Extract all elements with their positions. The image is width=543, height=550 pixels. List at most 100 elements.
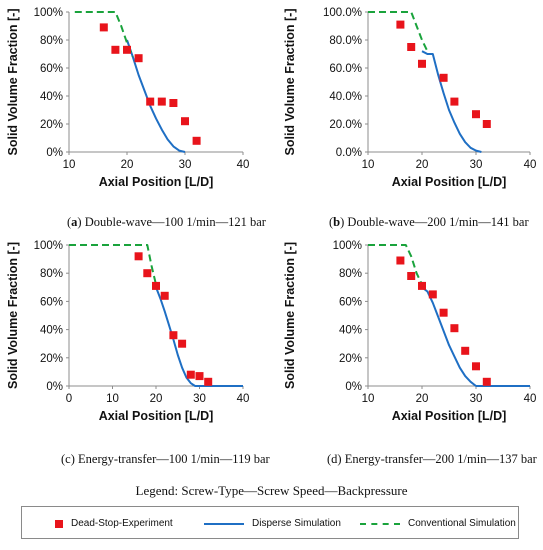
chart-b-y-axis-title: Solid Volume Fraction [-]	[283, 9, 297, 156]
chart-a-y-tick-label: 0%	[46, 147, 63, 159]
chart-c-dead-stop-point	[169, 331, 178, 340]
chart-d-y-tick-label: 60%	[339, 296, 362, 308]
chart-a-dead-stop-point	[169, 99, 178, 107]
chart-a-dead-stop-point	[111, 45, 120, 54]
legend-dashed-line	[360, 522, 400, 525]
caption-a-letter: a	[71, 215, 78, 229]
legend-item-disperse: Disperse Simulation	[204, 507, 341, 540]
chart-c-dead-stop-point	[134, 252, 143, 261]
chart-b-x-tick-label: 10	[362, 159, 375, 171]
chart-c-disperse-simulation-line	[155, 286, 243, 387]
chart-d-dead-stop-point	[428, 290, 437, 299]
chart-b-x-tick-label: 20	[416, 159, 429, 171]
legend-item-dead-stop: Dead-Stop-Experiment	[55, 507, 173, 540]
chart-c-y-tick-label: 80%	[40, 268, 63, 280]
legend-title: Legend: Screw-Type—Screw Speed—Backpress…	[135, 483, 408, 498]
chart-c-x-tick-label: 10	[106, 393, 119, 405]
chart-c-dead-stop-point	[160, 291, 169, 300]
chart-c: 0% 20% 40% 60% 80% 100% 0 10 20 30 40 Axial Positio…	[6, 240, 249, 423]
chart-a-x-tick-label: 10	[63, 159, 76, 171]
chart-b-y-tick-label: 60.0%	[329, 63, 362, 75]
chart-a-x-tick-label: 40	[237, 159, 250, 171]
chart-d-x-tick-label: 10	[362, 393, 375, 405]
chart-d-dead-stop-point	[439, 308, 448, 317]
legend-marker-square	[55, 519, 63, 528]
chart-c-y-tick-label: 100%	[34, 240, 63, 252]
chart-c-dead-stop-point	[152, 281, 160, 290]
chart-a-dead-stop-point	[146, 97, 155, 106]
chart-d-dead-stop-point	[482, 377, 491, 386]
chart-c-x-tick-label: 20	[150, 393, 163, 405]
chart-c-y-tick-label: 0%	[46, 381, 63, 393]
chart-a-x-tick-label: 30	[179, 159, 192, 171]
chart-c-x-tick-label: 0	[66, 393, 72, 405]
caption-c: (c) Energy-transfer—100 1/min—119 bar	[61, 452, 270, 466]
chart-a-y-tick-label: 100%	[34, 7, 63, 19]
chart-d-dead-stop-point	[407, 272, 416, 280]
chart-a-dead-stop-point	[134, 54, 143, 63]
chart-d-y-tick-label: 40%	[339, 325, 362, 337]
chart-c-dead-stop-point	[186, 370, 195, 379]
chart-b-dead-stop-point	[407, 43, 416, 51]
chart-c-dead-stop-point	[195, 372, 204, 381]
chart-d-y-tick-label: 0%	[345, 381, 362, 393]
chart-d-conventional-simulation-line	[368, 244, 428, 289]
chart-c-dead-stop-point	[178, 339, 187, 348]
chart-d-x-axis-title: Axial Position [L/D]	[392, 409, 507, 423]
chart-b-dead-stop-point	[472, 110, 480, 119]
chart-c-y-tick-label: 40%	[40, 325, 63, 337]
chart-b-dead-stop-point	[396, 20, 405, 29]
chart-b-x-tick-label: 40	[524, 159, 537, 171]
chart-d-dead-stop-point	[472, 362, 480, 371]
chart-c-y-tick-label: 60%	[40, 296, 63, 308]
chart-c-conventional-simulation-line	[69, 244, 157, 285]
chart-a-y-axis-title: Solid Volume Fraction [-]	[6, 9, 20, 156]
chart-c-x-tick-label: 40	[237, 393, 250, 405]
chart-a-dead-stop-point	[99, 23, 108, 32]
chart-b: 0.0% 20.0% 40.0% 60.0% 80.0% 100.0% 10 20 30 40 Ax…	[283, 7, 536, 189]
chart-a-y-tick-label: 60%	[40, 63, 63, 75]
caption-d: (d) Energy-transfer—200 1/min—137 bar	[327, 452, 537, 466]
caption-a: (a) Double-wave—100 1/min—121 bar	[67, 215, 266, 229]
chart-d-y-axis-title: Solid Volume Fraction [-]	[283, 242, 297, 389]
chart-b-y-tick-label: 20.0%	[329, 119, 362, 131]
chart-d-dead-stop-point	[461, 346, 470, 355]
chart-d-y-tick-label: 80%	[339, 268, 362, 280]
chart-d-x-tick-label: 20	[416, 393, 429, 405]
caption-a-text: Double-wave—100 1/min—121 bar	[84, 215, 266, 229]
chart-d-y-tick-label: 20%	[339, 353, 362, 365]
chart-a-dead-stop-point	[123, 45, 131, 54]
legend-label-disperse: Disperse Simulation	[252, 518, 341, 529]
chart-b-dead-stop-point	[450, 97, 459, 106]
caption-c-letter: c	[65, 452, 71, 466]
chart-b-y-tick-label: 0.0%	[336, 147, 362, 159]
chart-c-y-axis-title: Solid Volume Fraction [-]	[6, 242, 20, 389]
chart-a-y-tick-label: 80%	[40, 35, 63, 47]
legend: Dead-Stop-Experiment Disperse Simulation…	[21, 506, 519, 539]
chart-a-x-tick-label: 20	[121, 159, 134, 171]
caption-c-text: Energy-transfer—100 1/min—119 bar	[78, 452, 270, 466]
chart-d-x-tick-label: 30	[470, 393, 483, 405]
chart-d-x-tick-label: 40	[524, 393, 537, 405]
chart-b-y-tick-label: 80.0%	[329, 35, 362, 47]
chart-d-dead-stop-point	[450, 324, 459, 333]
chart-b-conventional-simulation-line	[368, 11, 429, 52]
chart-d-dead-stop-point	[396, 256, 405, 265]
chart-b-disperse-simulation-line	[421, 50, 482, 153]
chart-c-x-tick-label: 30	[193, 393, 206, 405]
chart-d: 0% 20% 40% 60% 80% 100% 10 20 30 40 Axial Position…	[283, 240, 536, 423]
legend-label-conventional: Conventional Simulation	[408, 518, 516, 529]
chart-c-dead-stop-point	[204, 377, 213, 386]
chart-c-dead-stop-point	[143, 269, 152, 278]
chart-b-y-tick-label: 100.0%	[323, 7, 362, 19]
caption-b: (b) Double-wave—200 1/min—141 bar	[329, 215, 529, 229]
chart-a: 0% 20% 40% 60% 80% 100% 10 20 30 40 Axial Position…	[6, 7, 249, 189]
chart-b-x-axis-title: Axial Position [L/D]	[392, 175, 507, 189]
chart-b-dead-stop-point	[482, 120, 491, 128]
caption-d-letter: d	[331, 452, 338, 466]
chart-d-dead-stop-point	[418, 281, 426, 290]
chart-a-dead-stop-point	[192, 136, 201, 145]
chart-a-disperse-simulation-line	[126, 39, 186, 153]
